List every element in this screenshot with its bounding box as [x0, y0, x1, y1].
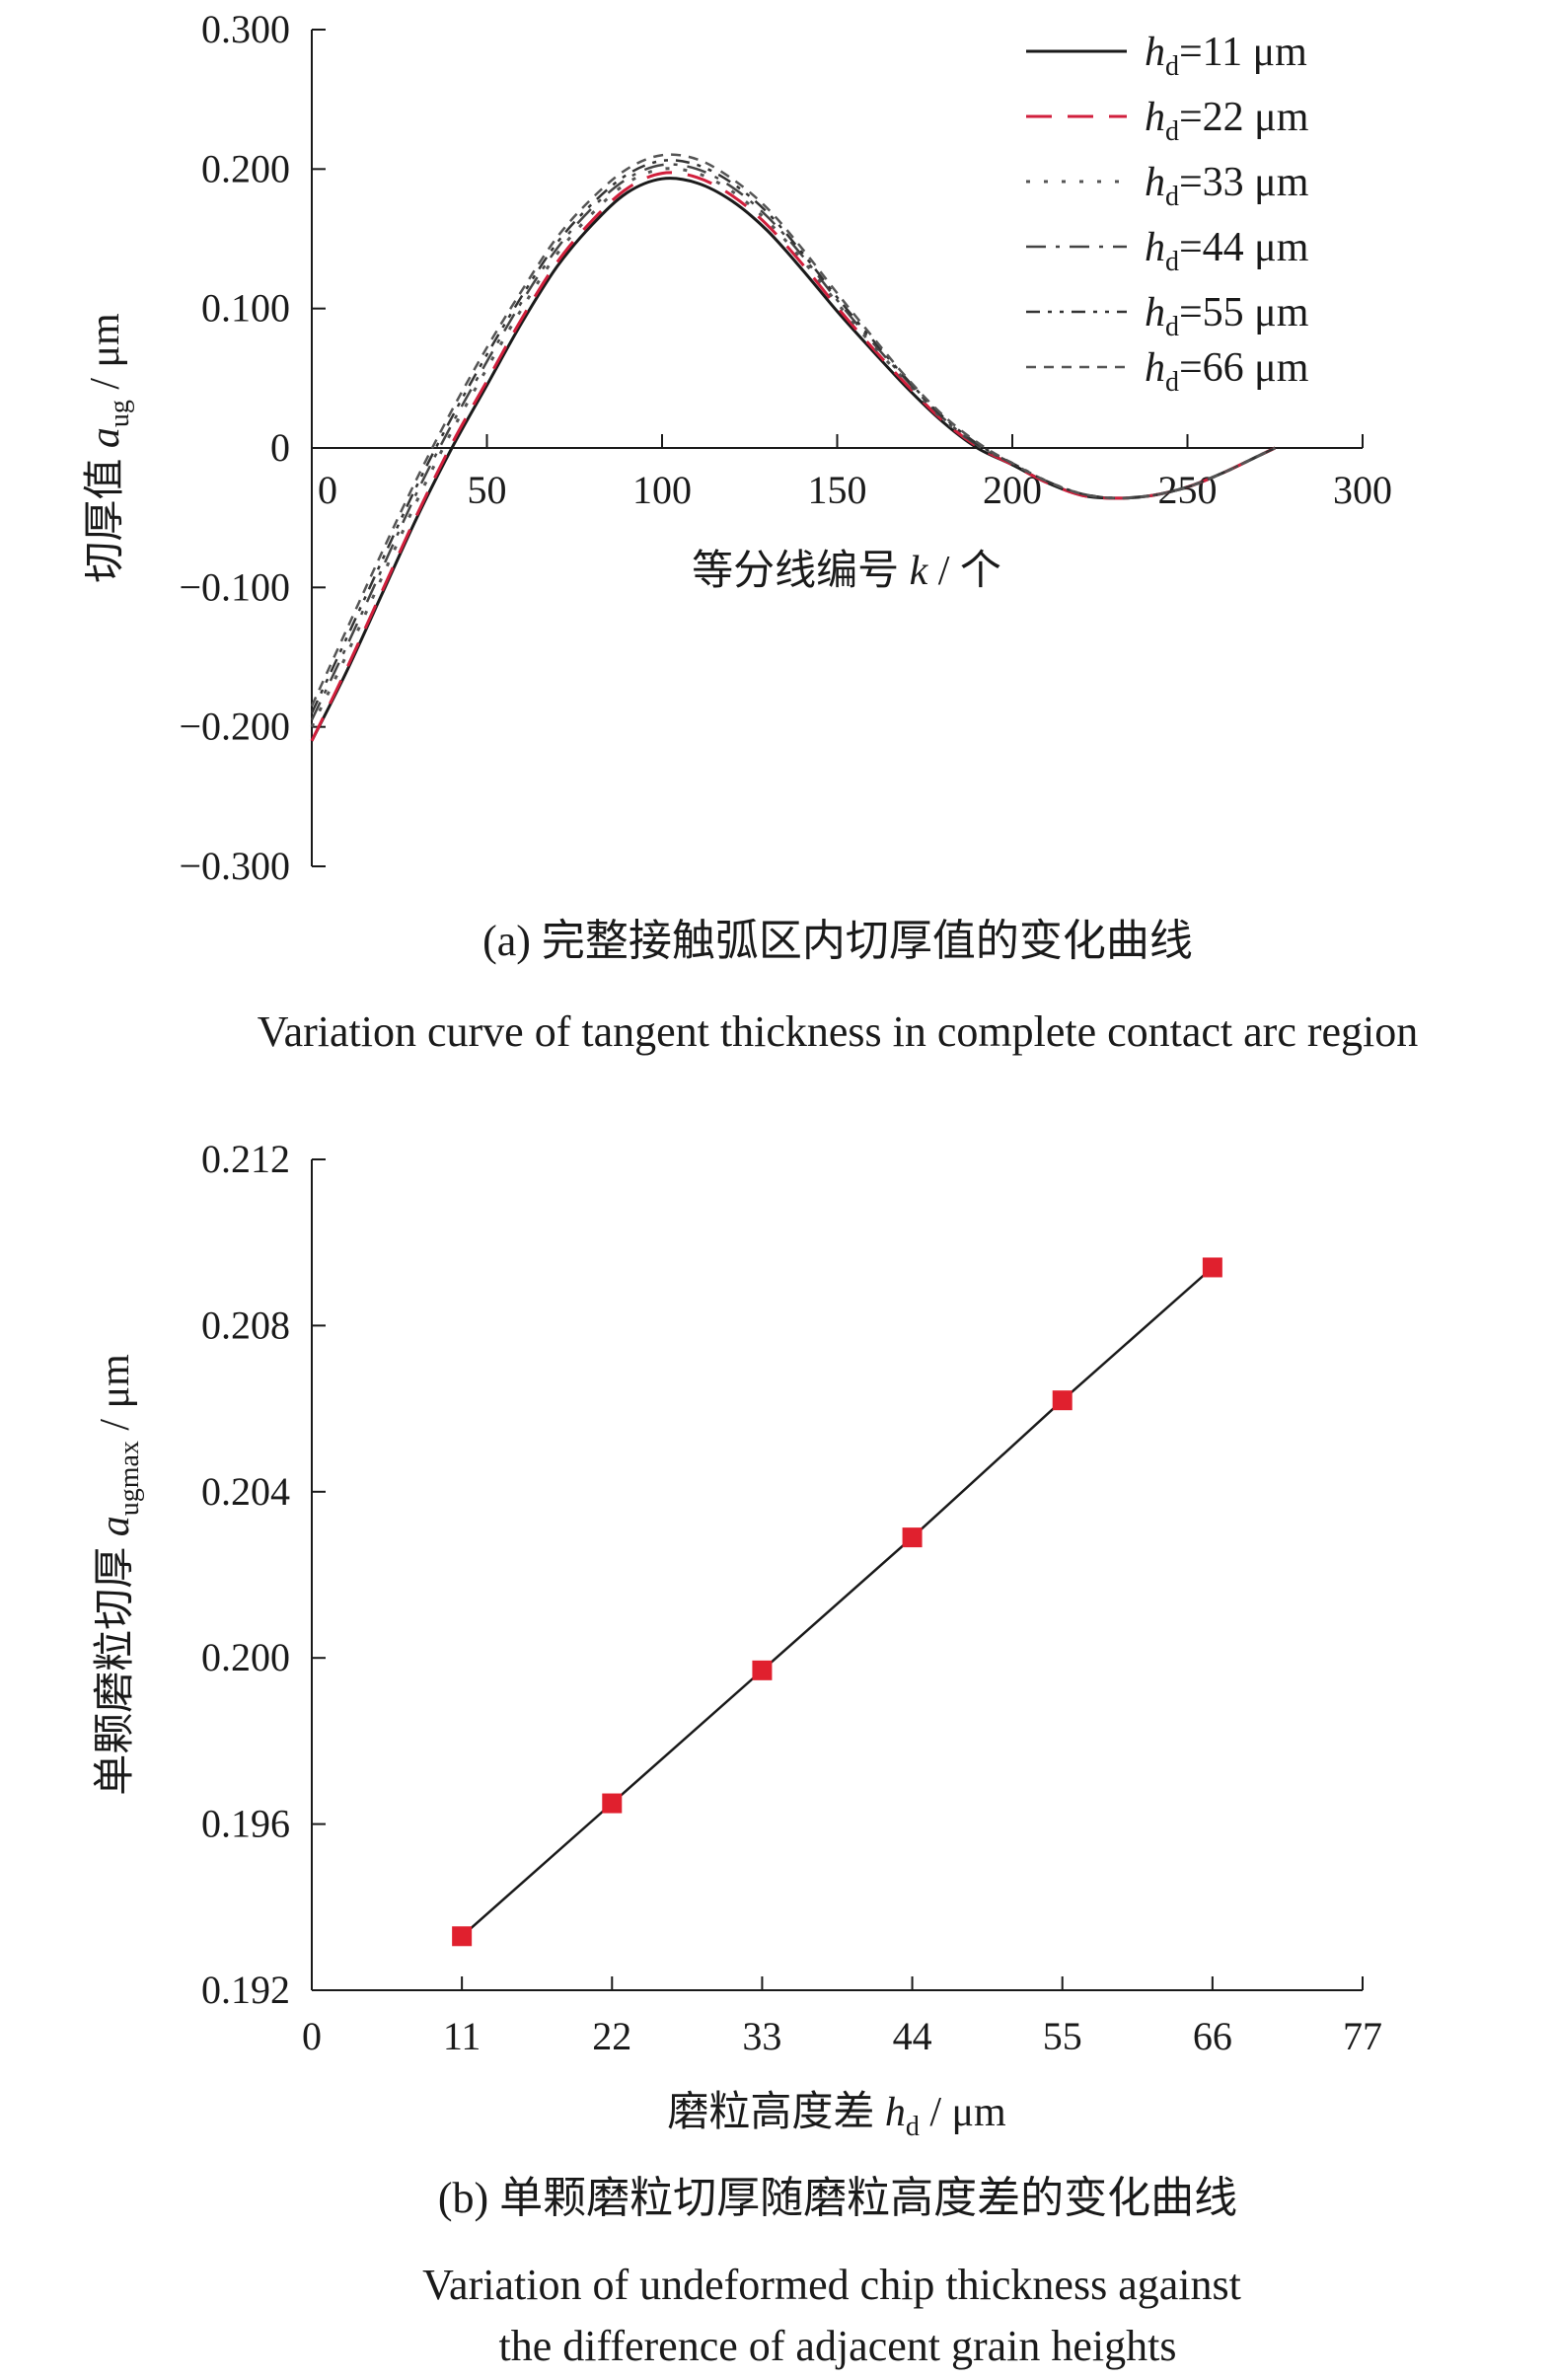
panel-a-y-axis-title: 切厚值 aug / μm	[83, 313, 135, 583]
panel-a-series-line-1	[310, 177, 1276, 742]
panel-b-x-tick-label: 66	[1193, 2014, 1232, 2058]
panel-b-series	[452, 1257, 1222, 1947]
panel-b-x-tick-label: 11	[443, 2014, 481, 2058]
panel-b-y-tick-label: 0.212	[201, 1137, 290, 1181]
panel-a-x-axis-title: 等分线编号 k / 个	[692, 549, 1001, 594]
panel-a-series-line-5	[310, 159, 1276, 714]
panel-b-data-point	[602, 1793, 623, 1814]
panel-b-y-tick-label: 0.200	[201, 1635, 290, 1679]
panel-b-axes: 0.212 0.208 0.204 0.200 0.196 0.192 0 11 22 33 44 5…	[201, 1137, 1382, 2058]
panel-b-y-tick-label: 0.196	[201, 1802, 290, 1846]
panel-a-legend: hd=11 μm hd=22 μm hd=33 μm hd=44 μm hd=55 μm…	[1026, 30, 1309, 398]
panel-b-y-tick-label: 0.192	[201, 1968, 290, 2012]
panel-b-x-tick-label: 77	[1343, 2014, 1382, 2058]
panel-a-x-tick-label: 50	[468, 468, 507, 512]
panel-b-caption-en-line-1: Variation of undeformed chip thickness a…	[422, 2261, 1241, 2309]
panel-b-data-point	[1202, 1257, 1222, 1278]
panel-a-x-tick-label: 0	[318, 468, 337, 512]
panel-a-series	[310, 153, 1276, 742]
panel-a-y-tick-label: −0.300	[179, 844, 290, 888]
panel-b-chart: 0.212 0.208 0.204 0.200 0.196 0.192 0 11 22 33 44 5…	[93, 1137, 1382, 2370]
panel-b-data-point	[902, 1527, 923, 1548]
panel-a-legend-label-6: hd=66 μm	[1145, 345, 1309, 398]
panel-b-data-point	[452, 1926, 473, 1947]
panel-b-x-tick-label: 33	[742, 2014, 781, 2058]
panel-a-series-line-3	[310, 167, 1276, 728]
panel-b-x-tick-label: 0	[302, 2014, 322, 2058]
panel-b-x-tick-label: 44	[893, 2014, 932, 2058]
panel-a-chart: 0.300 0.200 0.100 0 −0.100 −0.200 −0.300 0 50 100…	[83, 7, 1418, 1056]
panel-b-caption-en-line-2: the difference of adjacent grain heights	[499, 2322, 1177, 2370]
panel-b-x-tick-label: 55	[1043, 2014, 1082, 2058]
panel-b-y-tick-label: 0.204	[201, 1469, 290, 1514]
panel-a-legend-label-5: hd=55 μm	[1145, 290, 1309, 342]
panel-b-x-tick-label: 22	[592, 2014, 631, 2058]
panel-a-y-tick-label: 0	[270, 425, 290, 470]
panel-a-caption-en: Variation curve of tangent thickness in …	[258, 1007, 1419, 1056]
panel-a-x-tick-label: 300	[1333, 468, 1392, 512]
panel-b-caption-cn: (b) 单颗磨粒切厚随磨粒高度差的变化曲线	[438, 2174, 1237, 2222]
panel-a-y-tick-label: 0.300	[201, 7, 290, 51]
panel-a-x-tick-label: 150	[808, 468, 867, 512]
panel-b-series-line	[461, 1266, 1214, 1938]
panel-b-y-axis-title: 单颗磨粒切厚 augmax / μm	[93, 1354, 145, 1796]
panel-a-legend-label-1: hd=11 μm	[1145, 30, 1307, 82]
panel-a-legend-label-3: hd=33 μm	[1145, 160, 1309, 212]
panel-a-series-line-2	[310, 171, 1276, 742]
panel-b-data-point	[1052, 1390, 1073, 1411]
panel-a-y-tick-label: 0.200	[201, 146, 290, 190]
panel-a-x-tick-label: 100	[632, 468, 692, 512]
panel-a-legend-label-2: hd=22 μm	[1145, 95, 1309, 147]
panel-a-axes: 0.300 0.200 0.100 0 −0.100 −0.200 −0.300 0 50 100…	[179, 7, 1392, 888]
panel-b-data-point	[752, 1660, 773, 1680]
panel-a-y-tick-label: −0.200	[179, 705, 290, 749]
panel-a-caption-cn: (a) 完整接触弧区内切厚值的变化曲线	[482, 917, 1193, 965]
panel-a-series-line-6	[310, 153, 1276, 707]
panel-b-y-tick-label: 0.208	[201, 1302, 290, 1347]
panel-a-y-tick-label: 0.100	[201, 286, 290, 331]
panel-a-x-tick-label: 250	[1158, 468, 1218, 512]
panel-a-y-tick-label: −0.100	[179, 564, 290, 609]
panel-b-x-axis-title: 磨粒高度差 hd / μm	[667, 2090, 1006, 2142]
panel-a-legend-label-4: hd=44 μm	[1145, 225, 1309, 277]
